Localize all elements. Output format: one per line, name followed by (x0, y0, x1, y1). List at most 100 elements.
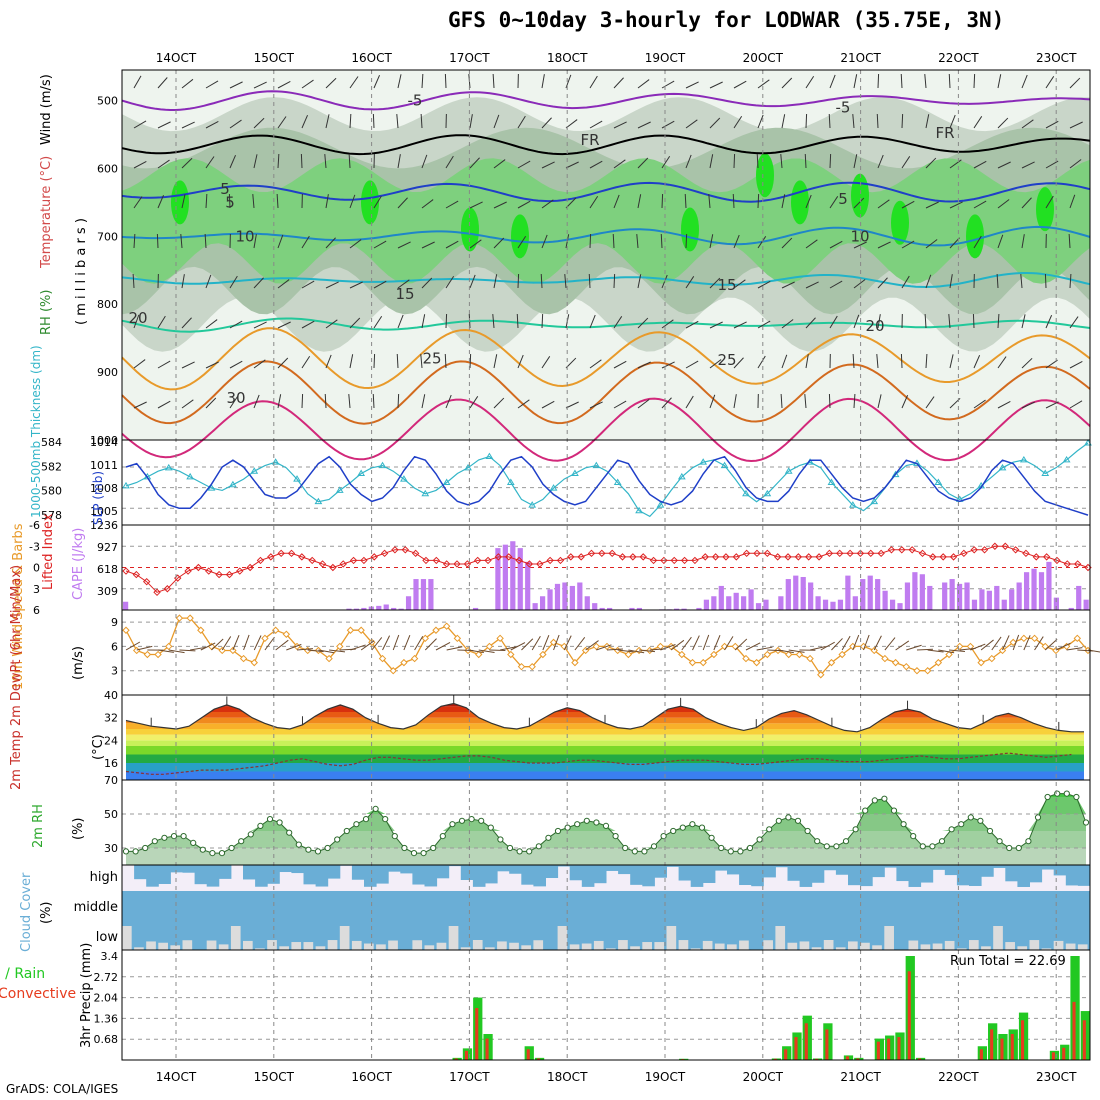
wind-barb (973, 399, 986, 409)
cloud-high (860, 865, 873, 887)
cloud-high (448, 865, 462, 867)
wind-barb (565, 119, 578, 129)
wind-barb (685, 320, 699, 329)
lifted-index-marker (980, 546, 989, 554)
wind-barb (781, 319, 794, 329)
temp-band-22 (126, 740, 1084, 746)
cloud-level-high: high (90, 870, 118, 885)
wind-barb (205, 80, 219, 89)
wind-barb-10m (1044, 638, 1058, 651)
cloud-low-gap (654, 942, 665, 950)
wind-barb (541, 117, 552, 129)
cloud-mid (593, 891, 607, 950)
cloud-high (593, 865, 607, 884)
wind-barb (685, 395, 694, 409)
wind-barb (181, 399, 194, 409)
wind-speed-marker (282, 630, 291, 638)
lifted-index-marker (184, 567, 192, 575)
wind-barb (709, 277, 721, 289)
rh-marker (737, 848, 744, 855)
cloud-mid (642, 891, 655, 950)
wind-barb (732, 193, 735, 209)
li-ytick-3: 3 (33, 583, 40, 596)
rh-cell-4 (681, 207, 699, 252)
lifted-index-marker (225, 570, 234, 579)
wind-barb (636, 234, 639, 249)
frame-wind (121, 609, 1091, 696)
precip-conv-bar (794, 1037, 798, 1060)
wind-barb (469, 239, 482, 249)
cape-bar (547, 589, 553, 610)
rh-marker (420, 850, 427, 857)
cloud-low-gap (364, 943, 374, 950)
wind-barb (541, 234, 548, 249)
cloud-mid (848, 891, 861, 950)
cloud-mid (932, 891, 946, 950)
wind-barb (685, 233, 688, 249)
contour-label-14: 25 (717, 351, 736, 369)
wind-barb (253, 234, 257, 249)
wind-speed-marker (261, 634, 269, 643)
wind-barb (901, 394, 909, 409)
thickness-marker (592, 461, 601, 469)
wind-barb (901, 113, 904, 129)
rh-marker (775, 817, 782, 824)
precip-conv-bar (990, 1029, 994, 1060)
wind-barb (637, 194, 642, 209)
wind-barb (1020, 274, 1023, 289)
lifted-index-marker (960, 549, 968, 558)
rh-ytick-30: 30 (104, 842, 118, 855)
thickness-marker (207, 484, 216, 491)
cape-bar (681, 608, 687, 610)
wind-barb (325, 354, 332, 369)
lifted-index-marker (939, 553, 947, 561)
rh-marker (823, 843, 830, 850)
lifted-index-marker (608, 549, 616, 558)
wind-speed-marker (389, 667, 397, 675)
wind-barb (612, 233, 615, 249)
wind-barb (397, 241, 411, 249)
wind-ytick-3: 3 (111, 665, 118, 678)
wind-barb-10m (446, 646, 463, 651)
wind-barb-10m (392, 634, 400, 651)
cloud-low-gap (993, 926, 1003, 950)
rh-marker (814, 838, 821, 845)
thickness-marker (1041, 469, 1050, 476)
contour-label-10: 5 (838, 190, 848, 208)
rh-marker (1082, 819, 1090, 826)
wind-barb (589, 160, 603, 169)
contour-label-8: -5 (408, 92, 423, 110)
cloud-high (993, 865, 1006, 868)
wind-barb-10m (500, 646, 516, 651)
lifted-index-marker (453, 560, 461, 568)
contour-label-15: FR (935, 124, 954, 142)
cape-bar (741, 596, 747, 610)
wind-barb (493, 354, 498, 369)
cloud-high (1053, 865, 1067, 876)
wind-barb (157, 194, 165, 209)
wind-barb (997, 74, 1002, 89)
wind-barb (205, 319, 218, 329)
wind-speed-marker (752, 658, 761, 667)
lifted-index-line (125, 545, 1089, 593)
wind-barb (757, 280, 771, 289)
wind-speed-marker (1009, 638, 1017, 647)
cape-bar (808, 582, 814, 610)
lifted-index-marker (784, 553, 792, 561)
time-gridlines (175, 70, 1057, 1060)
lifted-index-marker (287, 549, 296, 558)
wind-barb (493, 397, 505, 409)
wind-barb (805, 354, 809, 369)
cloud-high (775, 865, 788, 868)
wind-barb (805, 76, 815, 89)
wind-barb (492, 73, 495, 89)
wind-speed-marker (1073, 634, 1082, 643)
wind-speed-marker (913, 667, 921, 675)
lifted-index-marker (525, 560, 534, 568)
wind-barb (900, 353, 903, 369)
wind-barb (588, 273, 591, 289)
cape-bar (986, 590, 992, 610)
wind-barb-10m (788, 649, 805, 653)
wind-left-label: 10m Wind Speed & Barbs (11, 523, 26, 690)
cloud-low-gap (1053, 940, 1064, 950)
